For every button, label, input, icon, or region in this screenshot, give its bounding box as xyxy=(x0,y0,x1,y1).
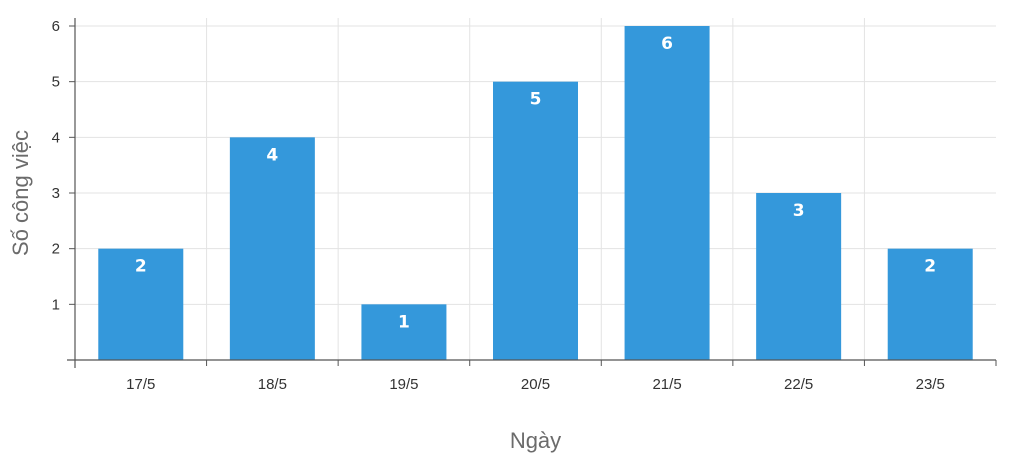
y-axis-title: Số công việc xyxy=(8,130,33,256)
y-ticks: 1 2 3 4 5 6 xyxy=(52,18,75,361)
y-tick-label: 5 xyxy=(52,74,60,91)
x-tick-label: 20/5 xyxy=(521,376,550,393)
y-tick-label: 3 xyxy=(52,185,60,202)
bar-18-5 xyxy=(229,137,315,360)
x-tick-label: 23/5 xyxy=(916,376,945,393)
x-tick-label: 17/5 xyxy=(126,376,155,393)
bar-23-5 xyxy=(887,248,973,360)
data-labels: 2 4 1 5 6 3 2 xyxy=(135,34,936,332)
x-ticks: 17/5 18/5 19/5 20/5 21/5 22/5 23/5 xyxy=(74,360,997,393)
y-tick-label: 6 xyxy=(52,18,60,35)
bar-value-label: 5 xyxy=(530,90,542,110)
x-tick-label: 19/5 xyxy=(389,376,418,393)
bar-value-label: 4 xyxy=(266,145,278,165)
bar-value-label: 2 xyxy=(924,257,936,277)
x-tick-label: 21/5 xyxy=(652,376,681,393)
bar-21-5 xyxy=(624,26,710,360)
bar-17-5 xyxy=(98,248,184,360)
y-tick-label: 2 xyxy=(52,241,60,258)
x-tick-label: 22/5 xyxy=(784,376,813,393)
bar-19-5 xyxy=(361,304,447,360)
y-tick-label: 1 xyxy=(52,296,60,313)
x-axis-title: Ngày xyxy=(510,428,561,453)
bar-20-5 xyxy=(493,81,578,361)
y-tick-label: 4 xyxy=(52,129,60,146)
bar-22-5 xyxy=(756,193,842,360)
bar-value-label: 2 xyxy=(135,257,147,277)
bar-value-label: 6 xyxy=(661,34,673,54)
bars xyxy=(98,26,973,361)
bar-value-label: 3 xyxy=(793,201,805,221)
bar-value-label: 1 xyxy=(398,312,410,332)
x-tick-label: 18/5 xyxy=(258,376,287,393)
